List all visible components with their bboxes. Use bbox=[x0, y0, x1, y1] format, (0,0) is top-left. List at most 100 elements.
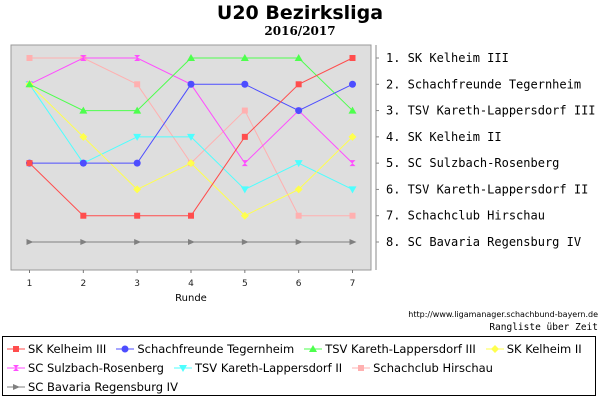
legend-item-tsv-kareth-lappersdorf-iii: TSV Kareth-Lappersdorf III bbox=[304, 342, 476, 356]
data-point bbox=[295, 81, 302, 88]
data-point bbox=[349, 160, 356, 167]
data-point bbox=[134, 212, 141, 219]
legend-row: SK Kelheim III Schachfreunde Tegernheim … bbox=[7, 339, 591, 358]
rank-label: 7. Schachclub Hirschau bbox=[386, 209, 545, 223]
x-tick-label: 4 bbox=[188, 279, 194, 289]
data-point bbox=[241, 80, 249, 88]
data-point bbox=[26, 55, 33, 61]
legend-label: Schachfreunde Tegernheim bbox=[137, 341, 295, 356]
legend-marker bbox=[121, 345, 129, 352]
legend-marker bbox=[13, 364, 19, 371]
legend-item-tsv-kareth-lappersdorf-ii: TSV Kareth-Lappersdorf II bbox=[173, 360, 343, 375]
legend-swatch bbox=[352, 364, 371, 371]
legend-swatch bbox=[173, 364, 192, 372]
legend-row: SC Bavaria Regensburg IV bbox=[7, 377, 591, 396]
rank-label: 6. TSV Kareth-Lappersdorf II bbox=[386, 182, 588, 196]
series-sk-kelheim-ii bbox=[25, 80, 357, 220]
legend-label: SK Kelheim II bbox=[506, 341, 582, 356]
data-point bbox=[188, 239, 195, 245]
data-point bbox=[134, 81, 141, 88]
data-point bbox=[133, 106, 142, 114]
data-point bbox=[294, 185, 303, 194]
series-sk-kelheim-iii bbox=[26, 55, 356, 219]
rank-label: 5. SC Sulzbach-Rosenberg bbox=[386, 156, 559, 170]
rank-label: 8. SC Bavaria Regensburg IV bbox=[386, 235, 581, 249]
legend-swatch bbox=[116, 345, 135, 352]
data-point bbox=[79, 159, 87, 167]
x-tick-label: 6 bbox=[296, 279, 302, 289]
data-point bbox=[349, 55, 356, 61]
legend-row: SC Sulzbach-Rosenberg TSV Kareth-Lappers… bbox=[7, 358, 591, 377]
data-point bbox=[295, 212, 302, 219]
data-point bbox=[349, 212, 356, 219]
data-point bbox=[241, 160, 248, 167]
legend-marker bbox=[309, 344, 318, 352]
data-point bbox=[188, 212, 194, 219]
legend-item-schachclub-hirschau: Schachclub Hirschau bbox=[352, 361, 493, 375]
rank-label: 1. SK Kelheim III bbox=[386, 51, 509, 65]
legend-label: SC Sulzbach-Rosenberg bbox=[28, 360, 164, 375]
data-point bbox=[134, 239, 142, 245]
data-point bbox=[241, 133, 248, 140]
data-point bbox=[133, 133, 142, 141]
data-point bbox=[295, 107, 303, 115]
x-tick-label: 7 bbox=[350, 279, 356, 289]
data-point bbox=[294, 54, 303, 61]
legend-swatch bbox=[7, 345, 25, 352]
legend-swatch bbox=[304, 344, 323, 352]
data-point bbox=[26, 160, 33, 167]
chart-legend: SK Kelheim III Schachfreunde Tegernheim … bbox=[2, 336, 596, 396]
data-point bbox=[349, 239, 357, 245]
series-sc-bavaria-regensburg-iv bbox=[26, 239, 357, 245]
x-tick-label: 2 bbox=[80, 279, 86, 289]
x-tick-label: 5 bbox=[242, 279, 248, 289]
rank-label: 3. TSV Kareth-Lappersdorf III bbox=[386, 104, 596, 118]
legend-item-sc-sulzbach-rosenberg: SC Sulzbach-Rosenberg bbox=[7, 361, 164, 375]
legend-item-schachfreunde-tegernheim: Schachfreunde Tegernheim bbox=[116, 342, 294, 356]
data-point bbox=[348, 186, 357, 194]
legend-item-sc-bavaria-regensburg-iv: SC Bavaria Regensburg IV bbox=[7, 380, 178, 394]
line-chart: 1 2 3 4 5 6 7 Runde 1. SK Kelheim III 2. Schachfr… bbox=[10, 44, 596, 304]
data-point bbox=[80, 239, 88, 245]
legend-marker bbox=[358, 364, 365, 371]
data-point bbox=[241, 107, 248, 114]
legend-label: Schachclub Hirschau bbox=[373, 360, 493, 375]
data-point bbox=[26, 239, 34, 245]
data-point bbox=[241, 239, 249, 245]
legend-label: TSV Kareth-Lappersdorf III bbox=[325, 341, 476, 356]
x-tick-label: 3 bbox=[134, 279, 140, 289]
legend-swatch bbox=[7, 364, 25, 371]
data-point bbox=[187, 54, 195, 61]
legend-swatch bbox=[7, 383, 25, 390]
legend-swatch bbox=[485, 344, 504, 353]
data-point bbox=[187, 159, 195, 168]
series-tsv-kareth-lappersdorf-iii bbox=[25, 54, 357, 114]
chart-title: U20 Bezirksliga bbox=[216, 2, 384, 24]
legend-item-sk-kelheim-ii: SK Kelheim II bbox=[485, 341, 582, 356]
legend-marker bbox=[13, 383, 20, 390]
data-point bbox=[79, 106, 88, 114]
rank-label: 2. Schachfreunde Tegernheim bbox=[386, 77, 581, 91]
data-point bbox=[295, 239, 303, 245]
data-point bbox=[240, 211, 249, 220]
data-point bbox=[80, 55, 87, 61]
legend-marker bbox=[13, 345, 19, 352]
source-url: http://www.ligamanager.schachbund-bayern… bbox=[408, 310, 598, 319]
data-point bbox=[240, 54, 249, 61]
chart-subtitle: 2016/2017 bbox=[264, 24, 336, 38]
legend-label: SC Bavaria Regensburg IV bbox=[28, 379, 178, 394]
legend-item-sk-kelheim-iii: SK Kelheim III bbox=[7, 342, 106, 356]
plot-area bbox=[10, 44, 372, 271]
legend-label: TSV Kareth-Lappersdorf II bbox=[194, 360, 343, 375]
data-point bbox=[349, 80, 356, 88]
legend-marker bbox=[178, 364, 187, 372]
data-point bbox=[80, 212, 87, 219]
data-point bbox=[25, 80, 34, 88]
data-point bbox=[79, 132, 88, 141]
data-point bbox=[187, 133, 195, 141]
legend-label: SK Kelheim III bbox=[28, 341, 107, 356]
data-point bbox=[187, 80, 195, 88]
rank-label: 4. SK Kelheim II bbox=[386, 130, 502, 144]
legend-marker bbox=[490, 344, 499, 353]
data-point bbox=[348, 106, 357, 114]
